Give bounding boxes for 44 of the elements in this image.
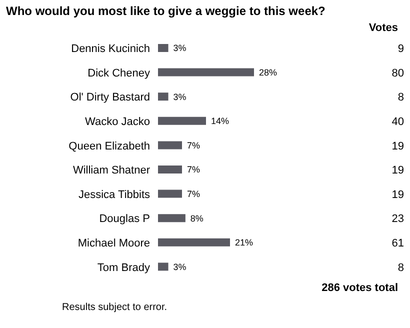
bar bbox=[158, 68, 254, 76]
y-tick-label: Dick Cheney bbox=[88, 67, 150, 80]
data-label: 3% bbox=[173, 92, 186, 102]
data-label: 3% bbox=[173, 43, 186, 54]
bar bbox=[158, 92, 168, 101]
y-tick-label: Michael Moore bbox=[78, 237, 150, 250]
y-tick-label: Queen Elizabeth bbox=[68, 140, 150, 152]
chart-title: Who would you most like to give a weggie to this week? bbox=[6, 4, 326, 18]
y-tick-label: Tom Brady bbox=[97, 262, 150, 274]
y-tick-label: Dennis Kucinich bbox=[71, 43, 150, 56]
y-tick-label: Wacko Jacko bbox=[84, 116, 150, 128]
data-label: 28% bbox=[259, 67, 278, 78]
text: 23 bbox=[392, 213, 404, 226]
text: 19 bbox=[392, 140, 404, 152]
text: 8 bbox=[398, 92, 404, 104]
bar bbox=[158, 214, 186, 222]
data-label: 3% bbox=[173, 262, 186, 272]
bar bbox=[158, 166, 182, 174]
bar bbox=[158, 238, 230, 246]
bar bbox=[158, 44, 168, 52]
bar bbox=[158, 141, 182, 150]
text: 80 bbox=[392, 67, 404, 80]
text: 61 bbox=[392, 237, 404, 250]
text: Results subject to error. bbox=[62, 302, 168, 313]
data-label: 7% bbox=[187, 164, 200, 175]
data-label: 7% bbox=[187, 188, 200, 199]
text: 286 votes total bbox=[322, 282, 398, 294]
bar bbox=[158, 262, 168, 271]
text: 19 bbox=[392, 188, 404, 201]
text: 40 bbox=[392, 116, 404, 128]
data-label: 14% bbox=[211, 116, 230, 126]
y-tick-label: William Shatner bbox=[72, 164, 150, 177]
y-tick-label: Douglas P bbox=[99, 213, 150, 226]
bar bbox=[158, 190, 182, 198]
text: 8 bbox=[398, 262, 404, 274]
text: 19 bbox=[392, 164, 404, 177]
text: 9 bbox=[398, 43, 404, 56]
data-label: 8% bbox=[190, 213, 204, 224]
data-label: 7% bbox=[187, 140, 200, 150]
bar bbox=[158, 116, 206, 125]
data-label: 21% bbox=[235, 238, 254, 248]
y-tick-label: Ol' Dirty Bastard bbox=[70, 92, 150, 104]
y-tick-label: Jessica Tibbits bbox=[78, 188, 150, 201]
text: Votes bbox=[368, 22, 398, 34]
